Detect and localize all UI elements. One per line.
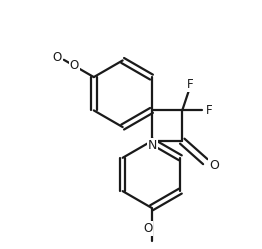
Text: N: N	[148, 138, 157, 151]
Text: O: O	[53, 51, 62, 64]
Text: F: F	[187, 78, 193, 91]
Text: O: O	[143, 222, 152, 235]
Text: O: O	[209, 159, 219, 172]
Text: O: O	[70, 59, 79, 72]
Text: F: F	[206, 104, 212, 117]
